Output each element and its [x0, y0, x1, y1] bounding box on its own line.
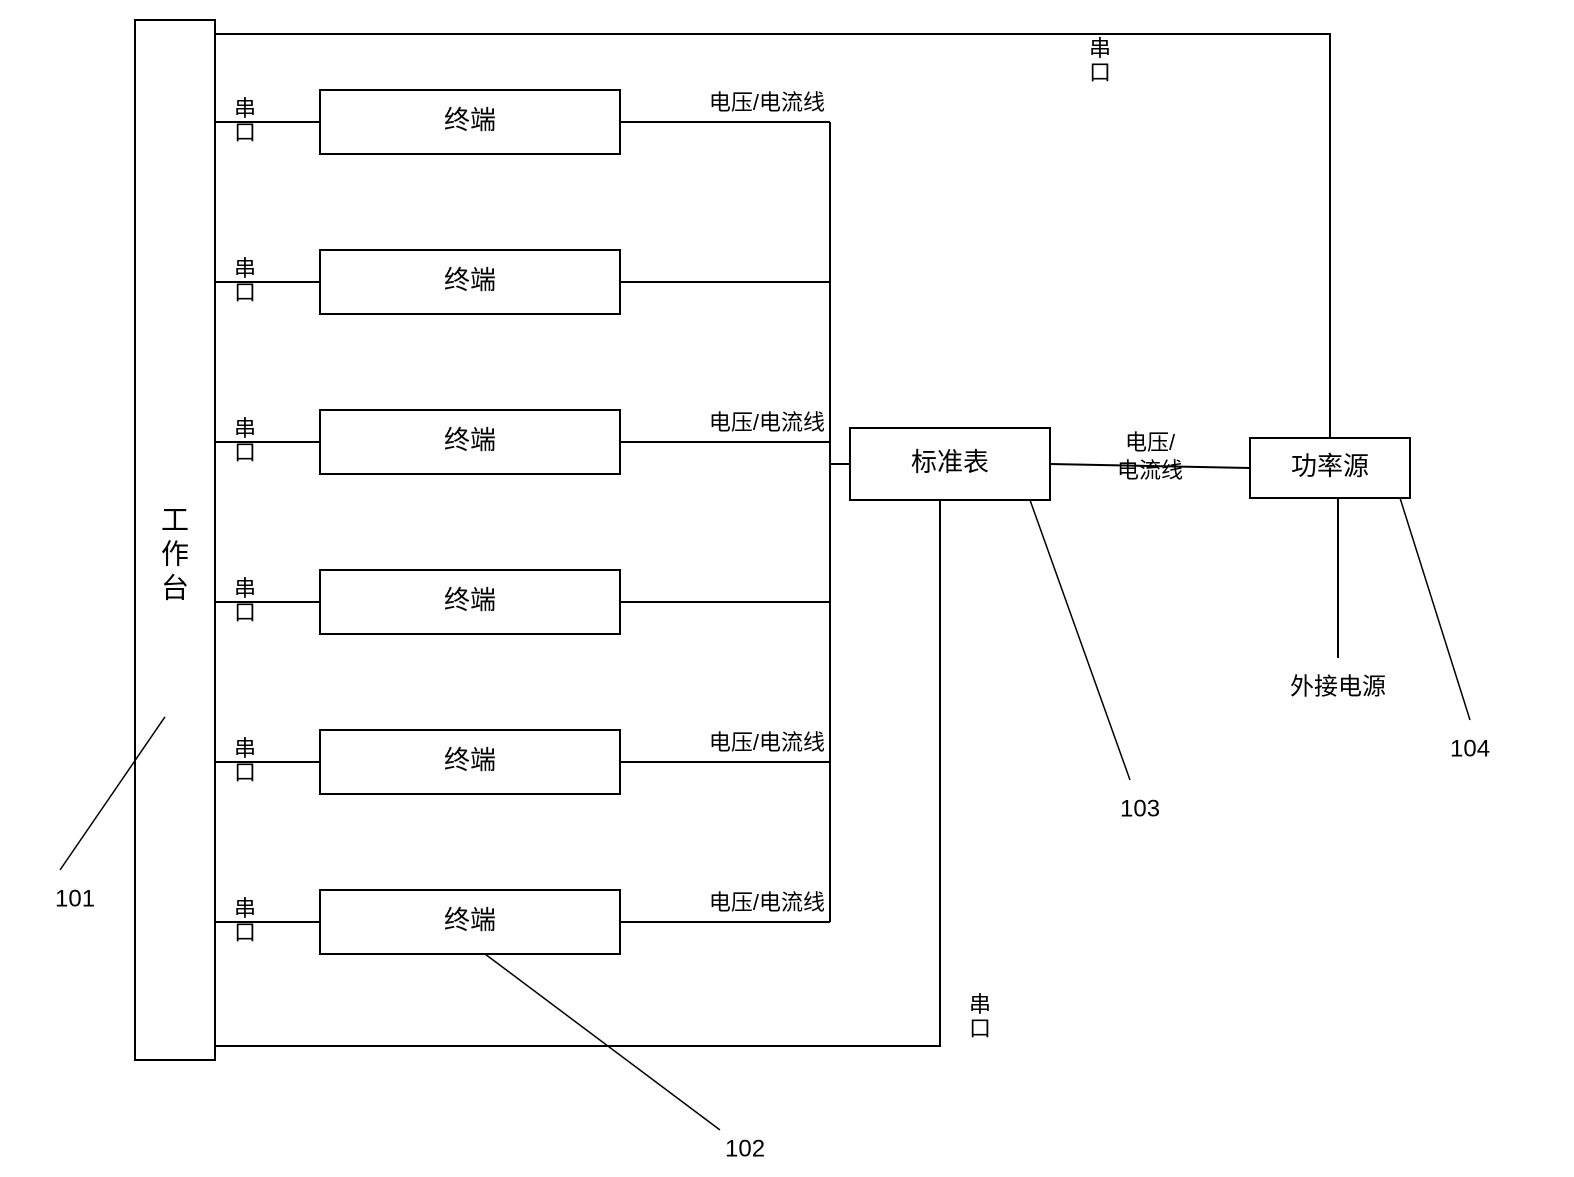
terminal-label: 终端 [444, 585, 496, 615]
serial-port-label: 串口 [234, 256, 256, 305]
svg-text:串: 串 [234, 416, 256, 441]
svg-text:串: 串 [234, 896, 256, 921]
power-source-label: 功率源 [1291, 451, 1369, 481]
terminal-label: 终端 [444, 265, 496, 295]
terminal-label: 终端 [444, 905, 496, 935]
serial-port-label: 串口 [234, 96, 256, 145]
svg-text:口: 口 [234, 760, 256, 785]
serial-port-label: 串口 [1089, 36, 1111, 85]
vc-line-label: 电压/电流线 [709, 890, 825, 915]
svg-text:串: 串 [234, 736, 256, 761]
serial-port-label: 串口 [234, 896, 256, 945]
svg-text:口: 口 [234, 600, 256, 625]
vc-line-label: 电压/电流线 [709, 90, 825, 115]
svg-text:口: 口 [234, 920, 256, 945]
svg-text:串: 串 [234, 256, 256, 281]
serial-port-label: 串口 [234, 736, 256, 785]
svg-text:作: 作 [161, 538, 189, 569]
svg-text:口: 口 [234, 120, 256, 145]
vc-line-label: 电压/电流线 [709, 410, 825, 435]
svg-text:口: 口 [234, 280, 256, 305]
svg-text:串: 串 [234, 576, 256, 601]
external-power-label: 外接电源 [1290, 673, 1386, 700]
serial-port-label: 串口 [234, 576, 256, 625]
terminal-label: 终端 [444, 105, 496, 135]
svg-text:工: 工 [161, 504, 189, 535]
terminal-ref: 102 [725, 1135, 765, 1162]
serial-port-label: 串口 [234, 416, 256, 465]
serial-port-label: 串口 [969, 992, 991, 1041]
power-source-ref: 104 [1450, 735, 1490, 762]
svg-text:口: 口 [234, 440, 256, 465]
std-meter-ref: 103 [1120, 795, 1160, 822]
workbench-ref: 101 [55, 885, 95, 912]
svg-text:串: 串 [969, 992, 991, 1017]
workbench-label: 工作台 [161, 504, 189, 603]
terminal-label: 终端 [444, 745, 496, 775]
svg-text:串: 串 [234, 96, 256, 121]
vc-line-label: 电压/ [1125, 430, 1176, 455]
vc-line-label: 电流线 [1117, 458, 1183, 483]
svg-text:台: 台 [161, 572, 189, 603]
svg-text:口: 口 [1089, 60, 1111, 85]
terminal-label: 终端 [444, 425, 496, 455]
vc-line-label: 电压/电流线 [709, 730, 825, 755]
svg-text:口: 口 [969, 1016, 991, 1041]
svg-text:串: 串 [1089, 36, 1111, 61]
standard-meter-label: 标准表 [911, 447, 989, 477]
